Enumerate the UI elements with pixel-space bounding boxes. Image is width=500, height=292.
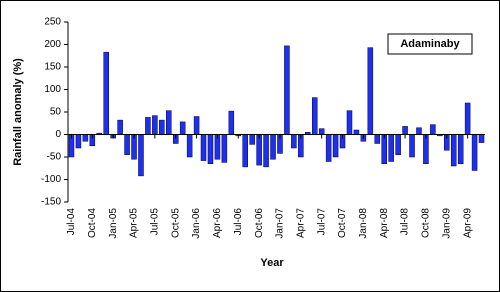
bar xyxy=(318,128,325,135)
x-tick-label: Jul-04 xyxy=(66,208,77,236)
x-tick-label: Jan-07 xyxy=(275,208,286,239)
y-tick-label: -150 xyxy=(41,197,61,208)
y-tick-label: -50 xyxy=(47,152,62,163)
x-tick-label: Oct-06 xyxy=(254,208,265,238)
bar xyxy=(291,134,297,149)
bar xyxy=(221,134,228,163)
bar xyxy=(75,134,82,149)
bar xyxy=(138,134,144,177)
x-tick-label: Jul-05 xyxy=(150,208,161,236)
x-tick-label: Apr-09 xyxy=(462,208,473,238)
y-tick-label: 50 xyxy=(50,107,62,118)
x-tick-label: Apr-08 xyxy=(379,208,390,238)
y-axis-label: Rainfall anomaly (%) xyxy=(12,58,24,166)
bar xyxy=(353,129,360,135)
x-axis-label: Year xyxy=(260,257,284,269)
x-tick-label: Jul-08 xyxy=(400,208,411,236)
bar xyxy=(166,110,172,135)
x-tick-label: Jan-06 xyxy=(191,208,202,239)
bar xyxy=(207,134,214,164)
bar xyxy=(430,124,436,135)
x-tick-label: Jan-08 xyxy=(358,208,369,239)
y-tick-label: 200 xyxy=(44,39,61,50)
bar xyxy=(242,134,248,168)
bar xyxy=(145,117,151,135)
bar xyxy=(263,134,269,168)
bar xyxy=(179,121,186,135)
bar xyxy=(117,119,123,135)
chart-title: Adaminaby xyxy=(400,38,460,50)
x-tick-label: Jan-05 xyxy=(108,208,119,239)
bar xyxy=(325,134,332,162)
bar xyxy=(228,110,235,135)
x-tick-label: Jan-09 xyxy=(441,208,452,239)
bar xyxy=(152,115,158,135)
bar xyxy=(284,45,290,135)
bar xyxy=(381,134,387,164)
bar xyxy=(395,134,401,155)
x-tick-label: Oct-07 xyxy=(337,208,348,238)
x-tick-label: Apr-06 xyxy=(212,208,223,238)
bar xyxy=(270,134,276,160)
x-tick-label: Jul-06 xyxy=(233,208,244,236)
bar xyxy=(471,134,478,171)
y-tick-label: 250 xyxy=(44,17,61,28)
title-box xyxy=(387,33,473,55)
x-tick-label: Jul-07 xyxy=(316,208,327,236)
bar xyxy=(249,134,255,145)
bar xyxy=(82,134,89,142)
bar xyxy=(200,134,207,161)
y-tick-label: 100 xyxy=(44,84,61,95)
bar xyxy=(416,127,422,135)
bar xyxy=(159,119,165,135)
x-tick-label: Oct-04 xyxy=(87,208,98,238)
x-tick-label: Oct-08 xyxy=(421,208,432,238)
bar xyxy=(124,134,130,155)
bar xyxy=(103,51,109,135)
x-tick-label: Apr-05 xyxy=(129,208,140,238)
bar xyxy=(311,97,318,135)
bar xyxy=(402,126,408,135)
bar xyxy=(423,134,429,164)
x-tick-label: Apr-07 xyxy=(295,208,306,238)
bar xyxy=(478,134,485,143)
y-tick-label: -100 xyxy=(41,174,61,185)
x-tick-label: Oct-05 xyxy=(170,208,181,238)
y-tick-label: 150 xyxy=(44,62,61,73)
bar xyxy=(193,116,200,135)
bar xyxy=(464,102,471,135)
bar xyxy=(346,110,353,135)
bar xyxy=(457,134,464,164)
bar xyxy=(450,134,457,167)
bar xyxy=(388,134,394,162)
bar xyxy=(332,134,339,158)
bar xyxy=(367,47,374,135)
bar xyxy=(374,134,381,144)
bar xyxy=(409,134,415,158)
bar xyxy=(256,134,262,166)
bar xyxy=(186,134,193,158)
y-tick-label: 0 xyxy=(55,129,61,140)
